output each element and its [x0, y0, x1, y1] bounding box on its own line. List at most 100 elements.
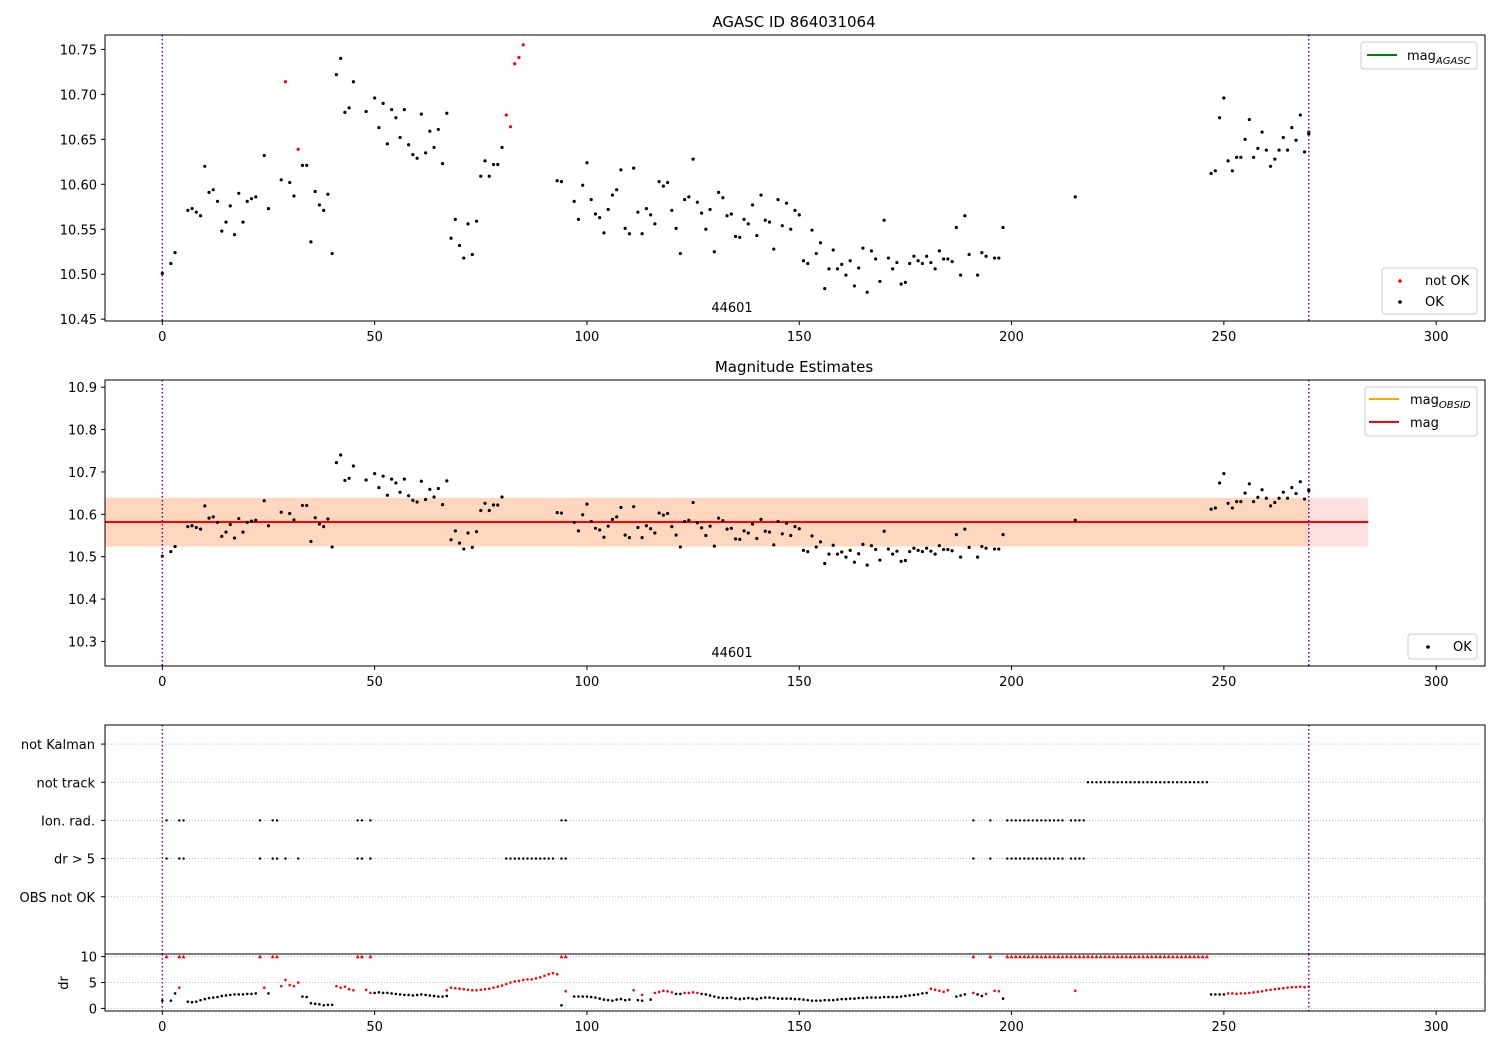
point-ok [831, 248, 835, 252]
point-ok [598, 215, 602, 220]
dr-point-not-ok [526, 978, 529, 981]
point-ok [699, 526, 704, 530]
x-tick-label: 150 [787, 675, 812, 690]
legend-label: mag [1407, 49, 1436, 64]
point-ok [559, 179, 564, 184]
y-tick-label: 10.8 [68, 424, 97, 439]
flag-point-ion-rad [1061, 819, 1064, 822]
dr-point-ok [785, 997, 788, 1000]
flag-point-dr-gt-5 [356, 857, 359, 860]
point-ok [725, 527, 729, 531]
dr-point-not-ok [466, 988, 470, 992]
dr-point-not-ok [454, 986, 457, 990]
point-ok [326, 192, 330, 196]
point-ok [1230, 506, 1234, 510]
dr-point-not-ok [670, 991, 674, 994]
point-ok [657, 179, 661, 184]
point-ok [776, 197, 780, 202]
point-ok [373, 472, 377, 476]
point-ok [691, 500, 695, 505]
dr-point-ok [585, 995, 589, 998]
point-ok [279, 178, 283, 182]
flag-label: not Kalman [21, 738, 95, 753]
point-ok [984, 254, 988, 258]
point-ok [1298, 113, 1302, 117]
dr-point-ok [245, 992, 249, 996]
point-ok [496, 162, 500, 167]
dr-point-capped [1035, 954, 1040, 959]
flag-point-not-track [1167, 781, 1170, 784]
point-ok [317, 522, 322, 526]
y-tick-label: 5 [89, 977, 97, 992]
flag-point-not-track [1133, 781, 1136, 784]
point-ok [198, 214, 203, 218]
point-ok [292, 194, 296, 198]
point-ok [249, 519, 254, 523]
svg-text:magOBSID: magOBSID [1410, 393, 1471, 411]
y-tick-label: 10.6 [68, 508, 97, 523]
point-ok [339, 56, 343, 60]
dr-point-not-ok [1243, 992, 1247, 995]
point-ok [818, 540, 823, 544]
point-ok [169, 261, 173, 266]
point-ok [224, 220, 228, 224]
point-ok [466, 531, 470, 535]
point-ok [198, 527, 203, 531]
dr-point-ok [700, 992, 703, 996]
point-ok [683, 197, 687, 202]
point-ok [173, 544, 177, 549]
flag-point-ion-rad [560, 819, 563, 822]
point-ok [1277, 496, 1281, 500]
dr-point-ok [390, 992, 393, 995]
point-ok [559, 511, 564, 515]
x-tick-label: 200 [999, 675, 1024, 690]
dr-point-ok [793, 997, 797, 1001]
point-ok [394, 116, 398, 120]
point-ok [322, 208, 326, 212]
dr-point-not-ok [347, 987, 351, 991]
point-ok [925, 546, 929, 550]
point-ok [627, 232, 632, 236]
flag-point-ion-rad [1052, 819, 1056, 822]
dr-point-ok [759, 996, 763, 1000]
point-not-ok [513, 62, 517, 66]
point-ok [797, 213, 801, 217]
point-ok [1251, 500, 1256, 504]
flag-point-not-track [1103, 781, 1107, 784]
dr-point-ok [742, 997, 746, 1000]
point-ok [729, 526, 733, 530]
dr-point-not-ok [1226, 992, 1230, 995]
dr-point-not-ok [369, 991, 372, 995]
dr-point-not-ok [1231, 992, 1234, 995]
dr-point-capped [1162, 954, 1167, 959]
plot-frame [104, 34, 1486, 322]
legend-label: mag [1410, 393, 1439, 408]
dr-point-not-ok [1239, 992, 1243, 995]
point-ok [882, 218, 886, 222]
dr-point-ok [819, 999, 822, 1002]
point-ok [738, 235, 742, 239]
dr-point-not-ok [296, 981, 300, 984]
dr-point-ok [207, 996, 211, 1000]
point-ok [1264, 496, 1268, 500]
dr-point-not-ok [335, 984, 338, 988]
x-tick-label: 50 [366, 1020, 383, 1035]
dr-point-ok [377, 991, 381, 994]
flag-point-dr-gt-5 [182, 857, 185, 860]
dr-point-not-ok [555, 972, 559, 976]
flag-point-not-track [1125, 781, 1128, 784]
dr-point-not-ok [1298, 985, 1302, 988]
point-ok [1281, 490, 1285, 494]
flag-point-ion-rad [258, 819, 262, 822]
point-ok [266, 524, 271, 528]
dr-point-ok [827, 998, 831, 1002]
point-ok [364, 109, 368, 114]
point-ok [619, 168, 623, 172]
point-ok [937, 249, 941, 253]
point-ok [462, 256, 466, 260]
flag-label: Ion. rad. [41, 814, 95, 829]
point-ok [207, 516, 211, 520]
point-ok [220, 534, 224, 538]
x-tick-label: 100 [575, 330, 600, 345]
flag-point-ion-rad [178, 819, 181, 822]
